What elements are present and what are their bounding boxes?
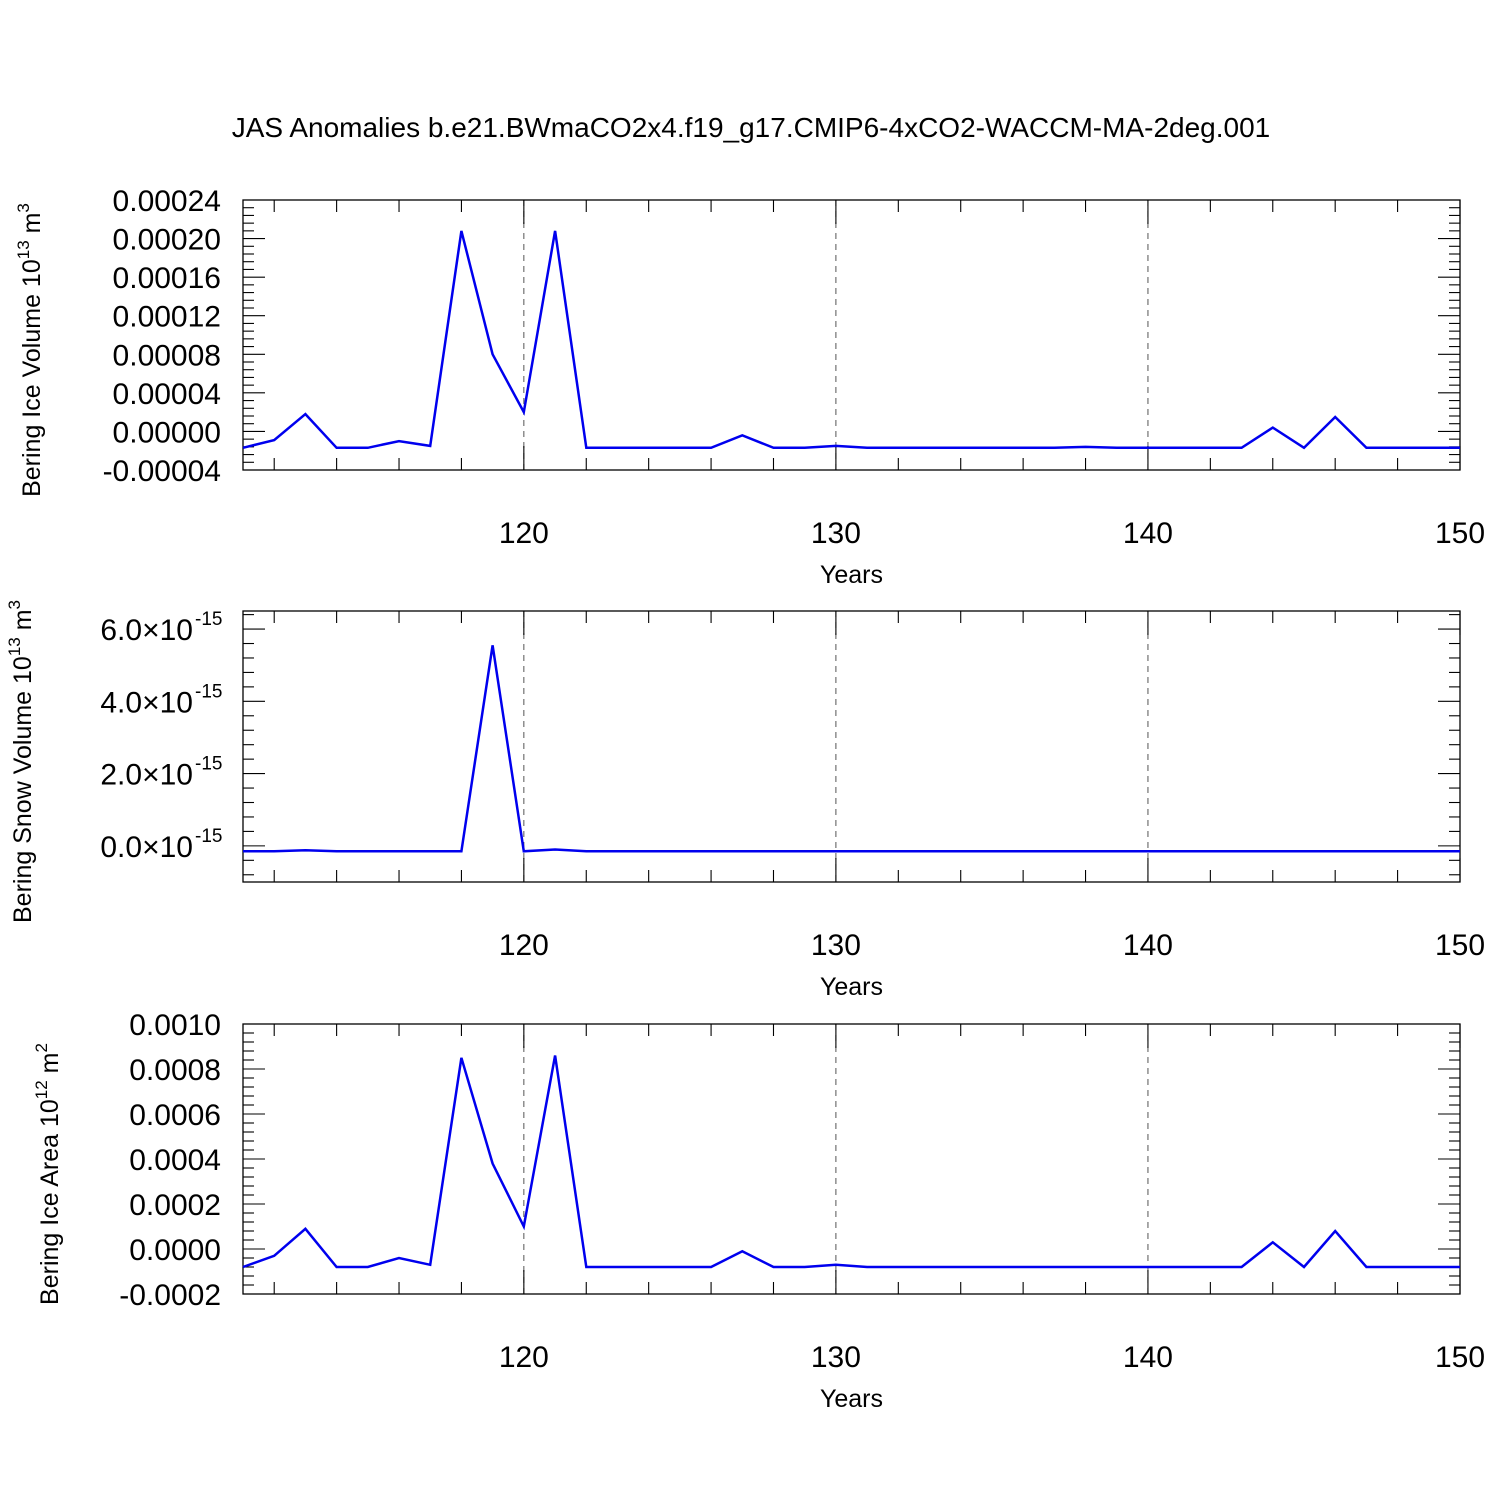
- y-tick-label: 6.0×10: [100, 614, 193, 647]
- y-axis-title-exponent: 12: [32, 1080, 51, 1099]
- x-axis-title: Years: [820, 973, 883, 1001]
- x-tick-label: 130: [811, 929, 861, 962]
- y-axis-title-text: Bering Ice Volume 10: [18, 259, 46, 497]
- y-tick-label: 0.00004: [113, 378, 221, 411]
- x-tick-label: 130: [811, 517, 861, 550]
- tick-times: ×: [142, 759, 160, 792]
- tick-mantissa: 4.0: [100, 686, 142, 719]
- y-axis-title: Bering Ice Volume 1013 m3: [14, 203, 46, 497]
- y-axis-title-unit: m: [36, 1053, 64, 1081]
- tick-exponent: -15: [195, 681, 222, 702]
- x-tick-label: 150: [1435, 929, 1485, 962]
- y-axis-title: Bering Snow Volume 1013 m3: [5, 600, 37, 923]
- y-tick-label: 0.00000: [113, 416, 221, 449]
- y-tick-label: 0.0010: [129, 1009, 221, 1042]
- x-tick-label: 140: [1123, 929, 1173, 962]
- series-line-1: [242, 230, 1460, 450]
- plot-frame: [242, 1023, 1461, 1295]
- y-tick-label: 0.0004: [129, 1144, 221, 1177]
- y-tick-label: 0.00016: [113, 262, 221, 295]
- tick-times: ×: [142, 686, 160, 719]
- series-line-1: [243, 645, 1460, 853]
- y-tick-label: 0.0000: [129, 1234, 221, 1267]
- y-axis-title-unit-exponent: 2: [32, 1043, 51, 1052]
- tick-exponent: -15: [195, 826, 222, 847]
- tick-mantissa: 2.0: [100, 759, 142, 792]
- y-tick-label: 0.0008: [129, 1054, 221, 1087]
- plot-frame: [242, 199, 1461, 471]
- tick-times: ×: [142, 831, 160, 864]
- y-axis-title-unit-exponent: 3: [5, 600, 24, 609]
- chart-panel-1: 120 130 140 150 Years -0.00004 0.00000 0.00004 0…: [14, 185, 1485, 589]
- y-axis-title-unit: m: [18, 213, 46, 241]
- x-axis-title: Years: [820, 1385, 883, 1413]
- y-tick-label: 2.0×10: [100, 759, 193, 792]
- x-tick-label: 130: [811, 1341, 861, 1374]
- tick-mantissa: 0.0: [100, 831, 142, 864]
- y-axis-title-unit-exponent: 3: [14, 203, 33, 212]
- y-tick-label: 0.00008: [113, 339, 221, 372]
- x-tick-label: 140: [1123, 517, 1173, 550]
- y-tick-label: 0.00012: [113, 301, 221, 334]
- x-tick-label: 120: [499, 1341, 549, 1374]
- tick-mantissa: 6.0: [100, 614, 142, 647]
- y-tick-label: -0.0002: [119, 1279, 221, 1312]
- y-axis-title-exponent: 13: [14, 240, 33, 259]
- panels-container: 120 130 140 150 Years -0.00004 0.00000 0.00004 0…: [5, 185, 1485, 1413]
- tick-base: 10: [160, 614, 193, 647]
- x-axis-title: Years: [820, 561, 883, 589]
- y-axis-title-unit: m: [9, 609, 37, 637]
- y-axis-title-exponent: 13: [5, 637, 24, 656]
- y-axis-title: Bering Ice Area 1012 m2: [32, 1043, 64, 1305]
- tick-base: 10: [160, 831, 193, 864]
- chart-panel-3: 120 130 140 150 Years -0.0002 0.0000 0.0002 0.00…: [32, 1009, 1485, 1413]
- y-axis-title-text: Bering Ice Area 10: [36, 1099, 64, 1305]
- tick-base: 10: [160, 686, 193, 719]
- y-tick-label: -0.00004: [103, 455, 221, 488]
- x-tick-label: 140: [1123, 1341, 1173, 1374]
- y-axis-title-text: Bering Snow Volume 10: [9, 656, 37, 923]
- y-tick-label: 0.00024: [113, 185, 221, 218]
- tick-base: 10: [160, 759, 193, 792]
- y-tick-label: 4.0×10: [100, 686, 193, 719]
- y-tick-label: 0.0×10: [100, 831, 193, 864]
- tick-times: ×: [142, 614, 160, 647]
- plot-frame: [242, 610, 1461, 883]
- tick-exponent: -15: [195, 754, 222, 775]
- x-tick-label: 120: [499, 517, 549, 550]
- x-tick-label: 150: [1435, 1341, 1485, 1374]
- series-line-1: [242, 1055, 1460, 1269]
- y-tick-label: 0.00020: [113, 224, 221, 257]
- y-tick-label: 0.0002: [129, 1189, 221, 1222]
- figure-title: JAS Anomalies b.e21.BWmaCO2x4.f19_g17.CM…: [232, 112, 1271, 143]
- x-tick-label: 120: [499, 929, 549, 962]
- y-tick-label: 0.0006: [129, 1099, 221, 1132]
- x-tick-label: 150: [1435, 517, 1485, 550]
- tick-exponent: -15: [195, 609, 222, 630]
